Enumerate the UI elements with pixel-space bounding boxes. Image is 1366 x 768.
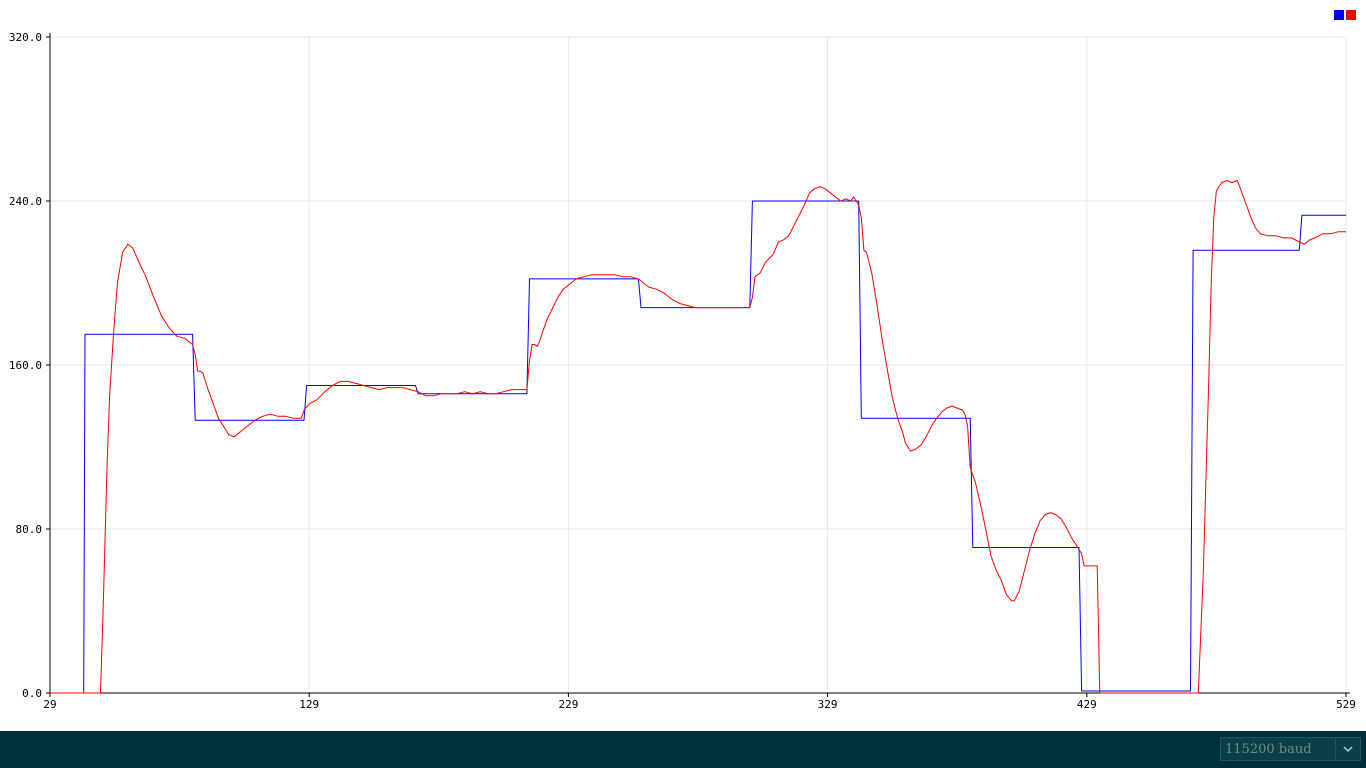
bottom-toolbar: 115200 baud	[0, 731, 1366, 768]
legend-swatch-blue	[1334, 10, 1344, 20]
x-tick-label: 429	[1077, 698, 1097, 711]
y-tick-label: 80.0	[16, 523, 43, 536]
baud-rate-select[interactable]: 115200 baud	[1220, 737, 1361, 761]
line-chart: 0.0 80.0 160.0 240.0 320.0 29 129 229 329 429 529	[9, 31, 1356, 711]
y-tick-label: 0.0	[22, 687, 42, 700]
y-tick-label: 320.0	[9, 31, 42, 44]
y-tick-label: 160.0	[9, 359, 42, 372]
series-line-1	[50, 200, 1346, 694]
series	[50, 180, 1346, 694]
baud-rate-value: 115200 baud	[1225, 741, 1312, 757]
y-tick-label: 240.0	[9, 195, 42, 208]
x-tick-label: 29	[43, 698, 56, 711]
axes: 0.0 80.0 160.0 240.0 320.0 29 129 229 329 429 529	[9, 31, 1356, 711]
x-tick-label: 329	[818, 698, 838, 711]
x-tick-label: 529	[1336, 698, 1356, 711]
legend	[1334, 10, 1356, 20]
x-tick-label: 229	[558, 698, 578, 711]
x-tick-label: 129	[299, 698, 319, 711]
chevron-down-icon[interactable]	[1335, 738, 1360, 760]
legend-swatch-red	[1346, 10, 1356, 20]
grid	[50, 36, 1347, 693]
series-line-2	[50, 180, 1346, 694]
